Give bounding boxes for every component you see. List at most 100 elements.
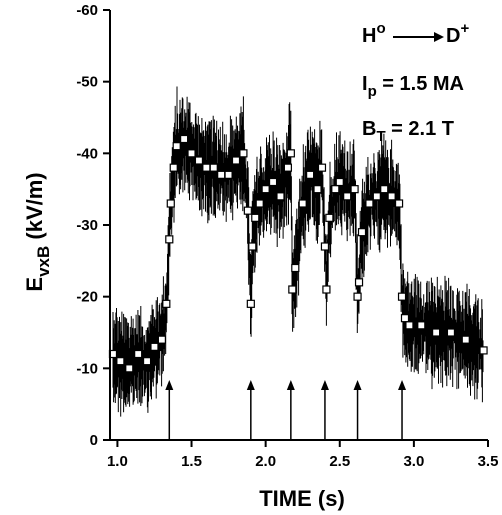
bt-symbol: B — [362, 118, 376, 140]
event-arrow-head — [165, 380, 174, 390]
data-point — [169, 163, 178, 172]
data-point — [353, 292, 362, 301]
data-point — [417, 321, 426, 330]
data-point — [320, 242, 330, 251]
svg-text:Ho: Ho — [362, 20, 386, 47]
data-point — [166, 199, 175, 208]
data-point — [479, 346, 488, 355]
data-point — [400, 314, 410, 323]
data-point — [291, 263, 300, 273]
data-point — [116, 357, 125, 366]
ip-sub: p — [368, 83, 377, 100]
y-tick-label: -50 — [76, 74, 98, 91]
data-point — [372, 192, 381, 201]
data-point — [194, 156, 204, 165]
data-point — [331, 185, 340, 194]
y-tick-label: -10 — [76, 360, 98, 377]
data-point — [405, 321, 414, 330]
data-point — [243, 206, 252, 215]
x-axis-title: TIME (s) — [259, 486, 345, 511]
y-tick-label: 0 — [90, 432, 98, 449]
data-point — [125, 364, 134, 373]
data-point — [157, 335, 166, 344]
event-arrow-head — [398, 380, 407, 390]
y-tick-label: -40 — [76, 145, 98, 162]
data-point — [461, 335, 470, 344]
y-tick-label: -60 — [76, 2, 98, 19]
data-point — [343, 192, 352, 201]
data-point — [394, 199, 404, 208]
event-arrow-head — [286, 380, 295, 390]
data-point — [380, 185, 389, 194]
data-point — [317, 163, 327, 172]
reaction-h-sup: o — [376, 20, 385, 37]
data-point — [255, 199, 264, 208]
annotation-bt: BT = 2.1 T — [362, 118, 454, 145]
annotation-ip: Ip = 1.5 MA — [362, 73, 464, 100]
y-tick-label: -20 — [76, 289, 98, 306]
data-point — [335, 177, 344, 187]
data-point — [150, 342, 159, 351]
x-tick-label: 2.0 — [255, 453, 276, 470]
ticks: 1.0 1.5 2.0 2.5 3.0 3.5 0 -10 -20 -30 -40 -50 -60 — [76, 2, 498, 470]
data-point — [246, 299, 255, 308]
data-point — [172, 142, 181, 151]
data-point — [298, 199, 307, 208]
x-tick-label: 2.5 — [329, 453, 350, 470]
data-points — [108, 134, 488, 373]
bt-sub: T — [376, 128, 385, 145]
data-point — [306, 170, 315, 179]
ip-symbol: I — [362, 73, 368, 95]
x-tick-label: 1.5 — [181, 453, 202, 470]
reaction-h: H — [362, 25, 376, 47]
data-point — [209, 163, 218, 172]
data-point — [357, 228, 367, 237]
data-point — [134, 349, 143, 359]
data-point — [187, 149, 196, 158]
data-point — [217, 170, 226, 179]
reaction-d: D — [446, 25, 460, 47]
data-point — [283, 163, 292, 172]
svg-text:D+: D+ — [446, 20, 469, 47]
data-point — [432, 328, 441, 337]
data-point — [261, 185, 270, 194]
event-arrow-head — [320, 380, 329, 390]
ip-value: = 1.5 MA — [377, 73, 464, 95]
data-point — [354, 278, 364, 287]
data-point — [365, 199, 374, 208]
data-point — [276, 192, 285, 201]
data-point — [350, 185, 359, 194]
data-point — [446, 328, 456, 337]
data-point — [322, 285, 331, 294]
annotation-reaction: Ho D+ — [362, 20, 469, 47]
y-axis-title-unit: (kV/m) — [22, 172, 47, 245]
data-point — [165, 235, 174, 244]
data-point — [268, 177, 278, 187]
reaction-arrow-head — [434, 32, 444, 42]
arrows — [165, 380, 407, 440]
data-point — [251, 213, 260, 222]
y-axis-title-sub: vxB — [34, 246, 53, 277]
data-point — [286, 149, 295, 158]
data-point — [288, 285, 297, 294]
event-arrow-head — [353, 380, 362, 390]
bt-value: = 2.1 T — [386, 118, 454, 140]
y-axis-title-main: E — [22, 277, 47, 292]
x-tick-label: 1.0 — [107, 453, 128, 470]
data-point — [202, 163, 211, 172]
data-point — [180, 134, 189, 144]
x-tick-label: 3.0 — [403, 453, 424, 470]
data-point — [313, 185, 322, 194]
y-tick-label: -30 — [76, 217, 98, 234]
data-point — [397, 292, 407, 301]
data-point — [142, 357, 152, 366]
data-point — [224, 170, 233, 179]
data-point — [231, 156, 241, 165]
data-point — [387, 192, 396, 201]
data-point — [239, 149, 248, 158]
event-arrow-head — [246, 380, 255, 390]
data-point — [248, 242, 257, 251]
reaction-d-sup: + — [460, 20, 469, 37]
data-point — [325, 213, 334, 222]
